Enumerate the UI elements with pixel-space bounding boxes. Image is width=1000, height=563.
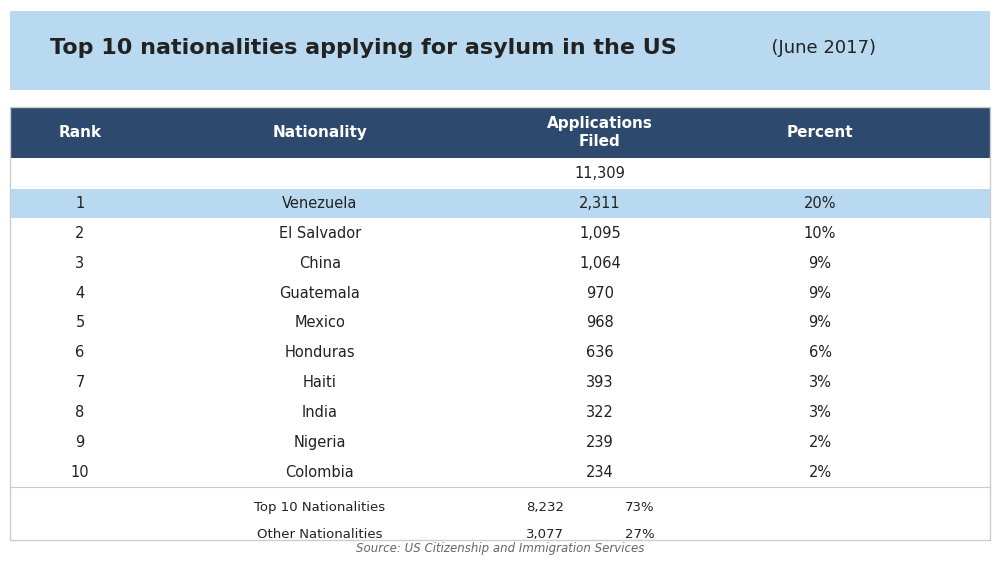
FancyBboxPatch shape [10, 248, 990, 278]
Text: Top 10 nationalities applying for asylum in the US: Top 10 nationalities applying for asylum… [50, 38, 677, 58]
Text: Guatemala: Guatemala [280, 285, 360, 301]
Text: 10: 10 [71, 464, 89, 480]
FancyBboxPatch shape [10, 338, 990, 368]
FancyBboxPatch shape [10, 308, 990, 338]
Text: Venezuela: Venezuela [282, 196, 358, 211]
Text: 1,064: 1,064 [579, 256, 621, 271]
Text: 393: 393 [586, 375, 614, 390]
Text: India: India [302, 405, 338, 420]
Text: 3: 3 [75, 256, 85, 271]
FancyBboxPatch shape [10, 278, 990, 308]
Text: 6: 6 [75, 345, 85, 360]
FancyBboxPatch shape [10, 427, 990, 457]
Text: 234: 234 [586, 464, 614, 480]
FancyBboxPatch shape [10, 218, 990, 248]
Text: Haiti: Haiti [303, 375, 337, 390]
Text: Colombia: Colombia [286, 464, 354, 480]
FancyBboxPatch shape [10, 397, 990, 427]
Text: 9%: 9% [808, 285, 832, 301]
Text: Source: US Citizenship and Immigration Services: Source: US Citizenship and Immigration S… [356, 542, 644, 555]
FancyBboxPatch shape [10, 158, 990, 189]
Text: 3,077: 3,077 [526, 528, 564, 541]
Text: Other Nationalities: Other Nationalities [257, 528, 383, 541]
Text: 970: 970 [586, 285, 614, 301]
Text: Percent: Percent [787, 125, 853, 140]
Text: 1,095: 1,095 [579, 226, 621, 241]
FancyBboxPatch shape [10, 368, 990, 397]
Text: 9: 9 [75, 435, 85, 450]
Text: El Salvador: El Salvador [279, 226, 361, 241]
Text: 10%: 10% [804, 226, 836, 241]
Text: 27%: 27% [625, 528, 655, 541]
Text: 4: 4 [75, 285, 85, 301]
Text: Honduras: Honduras [285, 345, 355, 360]
Text: (June 2017): (June 2017) [760, 39, 876, 57]
Text: 2,311: 2,311 [579, 196, 621, 211]
Text: 9%: 9% [808, 315, 832, 330]
Text: 9%: 9% [808, 256, 832, 271]
Text: Nationality: Nationality [273, 125, 367, 140]
Text: 2: 2 [75, 226, 85, 241]
FancyBboxPatch shape [10, 107, 990, 158]
FancyBboxPatch shape [10, 11, 990, 90]
Text: 636: 636 [586, 345, 614, 360]
Text: 239: 239 [586, 435, 614, 450]
Text: 322: 322 [586, 405, 614, 420]
Text: Top 10 Nationalities: Top 10 Nationalities [254, 501, 386, 514]
Text: 6%: 6% [808, 345, 832, 360]
Text: 73%: 73% [625, 501, 655, 514]
Text: 3%: 3% [809, 405, 831, 420]
Text: 8: 8 [75, 405, 85, 420]
Text: Applications
Filed: Applications Filed [547, 116, 653, 149]
Text: 8,232: 8,232 [526, 501, 564, 514]
Text: Mexico: Mexico [295, 315, 345, 330]
FancyBboxPatch shape [10, 189, 990, 218]
FancyBboxPatch shape [10, 457, 990, 487]
Text: China: China [299, 256, 341, 271]
Text: 2%: 2% [808, 464, 832, 480]
Text: 20%: 20% [804, 196, 836, 211]
Text: 5: 5 [75, 315, 85, 330]
Text: 11,309: 11,309 [575, 166, 625, 181]
Text: Nigeria: Nigeria [294, 435, 346, 450]
Text: 3%: 3% [809, 375, 831, 390]
Text: Rank: Rank [58, 125, 102, 140]
Text: 968: 968 [586, 315, 614, 330]
Text: 7: 7 [75, 375, 85, 390]
Text: 1: 1 [75, 196, 85, 211]
Text: 2%: 2% [808, 435, 832, 450]
